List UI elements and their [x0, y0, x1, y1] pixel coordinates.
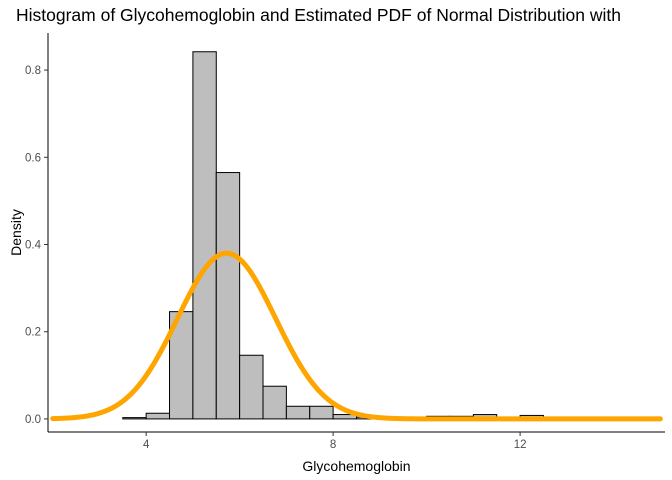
histogram-bar [285, 405, 311, 420]
y-axis-label: Density [8, 209, 24, 256]
histogram-bar [145, 412, 171, 420]
chart-title: Histogram of Glycohemoglobin and Estimat… [16, 5, 621, 25]
y-axis-ticks: 0.0 0.2 0.4 0.6 0.8 [25, 65, 48, 426]
y-tick-label: 0.8 [25, 65, 41, 77]
x-tick-label: 8 [330, 439, 336, 451]
histogram-bars [122, 51, 544, 420]
normal-pdf-curve-layer [50, 250, 663, 422]
histogram-bar [122, 417, 147, 420]
histogram-bar [192, 51, 217, 420]
x-tick-label: 4 [143, 439, 150, 451]
histogram-bar [239, 354, 264, 420]
histogram-bar [309, 405, 334, 420]
y-tick-label: 0.6 [25, 152, 41, 164]
y-tick-label: 0.2 [25, 327, 41, 339]
histogram-bar [262, 385, 287, 420]
normal-pdf-curve [50, 250, 663, 422]
x-axis-label: Glycohemoglobin [302, 458, 410, 474]
x-tick-label: 12 [514, 439, 527, 451]
y-tick-label: 0.0 [25, 414, 41, 426]
y-tick-label: 0.4 [25, 239, 42, 251]
histogram-bar [215, 172, 241, 420]
x-axis-ticks: 4 8 12 [143, 432, 527, 451]
